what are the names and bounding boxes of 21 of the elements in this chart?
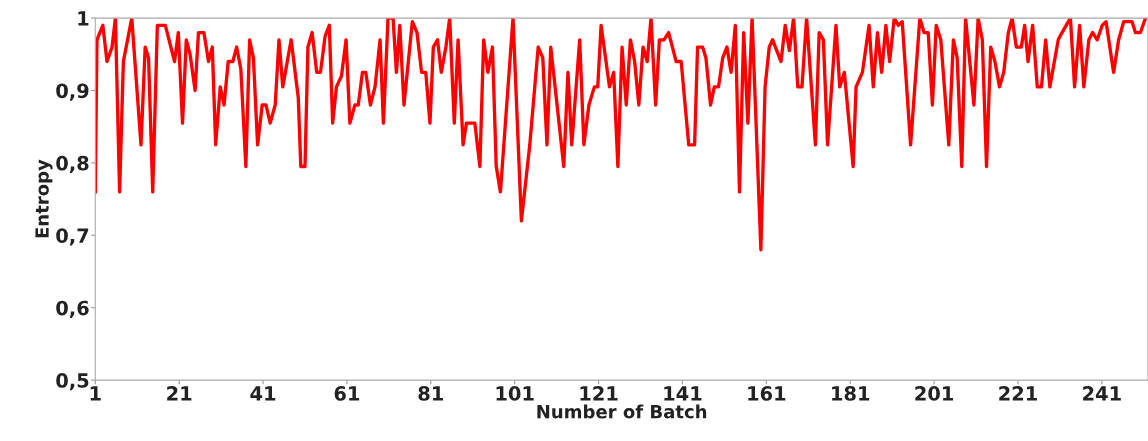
x-tick-label: 141	[664, 386, 702, 401]
x-tick-label: 21	[167, 386, 192, 401]
y-tick-label: 0,6	[56, 300, 89, 318]
y-tick-label: 1	[78, 11, 89, 26]
y-tick-label: 0,9	[56, 83, 89, 101]
x-tick-label: 181	[832, 386, 870, 401]
y-axis-title: Entropy	[35, 159, 53, 238]
x-tick-label: 201	[915, 386, 954, 401]
x-axis-title: Number of Batch	[537, 404, 707, 419]
x-tick-label: 121	[580, 386, 618, 401]
x-tick-label: 221	[999, 386, 1037, 401]
x-tick-label: 101	[496, 386, 534, 401]
y-tick-label: 0,8	[56, 155, 89, 174]
x-tick-label: 1	[90, 386, 101, 401]
y-tick-label: 0,7	[56, 228, 89, 246]
x-tick-label: 41	[250, 386, 276, 401]
x-tick-label: 241	[1083, 386, 1121, 401]
y-tick-label: 0,5	[56, 373, 89, 391]
x-tick-label: 81	[418, 386, 443, 401]
x-tick-label: 61	[334, 386, 360, 401]
x-tick-label: 161	[748, 386, 786, 401]
